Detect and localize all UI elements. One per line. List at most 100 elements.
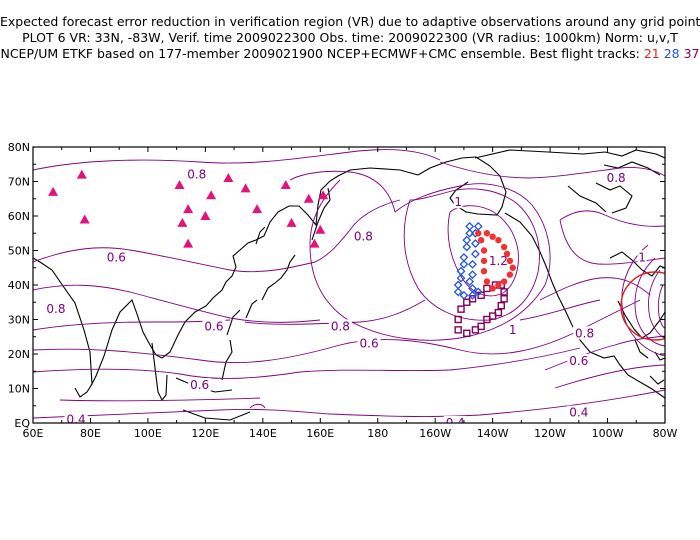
contour-label-bg [188,378,212,392]
contour-label: 0.6 [204,319,223,333]
lat-label: 70N [8,176,30,189]
track-red-marker [500,278,508,285]
lon-label: 160W [419,427,451,440]
track-blue-marker [473,287,483,297]
map-content: 0.8 0.6 0.8 0.6 0.8 0.6 0.6 0.4 0.8 1 1.2 1 0.8 1 0.8 0… [33,149,665,430]
track-purple-marker [500,295,508,303]
track-blue-marker [453,287,463,297]
lon-label: 80E [80,427,101,440]
sensitivity-triangle [174,179,185,189]
track-blue-marker [468,270,477,280]
lon-label: 120W [534,427,566,440]
sensitivity-triangle [177,217,188,227]
verification-region [620,271,665,341]
contour-label-bg [185,167,209,181]
contour-label-bg [567,353,591,367]
lon-label: 80W [653,427,678,440]
lon-label: 160E [306,427,334,440]
contour-label-bg [486,253,510,267]
contour-label-bg [44,302,68,316]
lat-label: 50N [8,245,30,258]
track-red-marker [500,243,508,251]
sensitivity-triangles [48,169,329,248]
lon-label: 100E [134,427,162,440]
contour-label-bg [604,171,628,185]
contour-label-bg [508,322,518,336]
sensitivity-triangle [76,169,87,179]
sensitivity-triangle [309,238,320,248]
track-blue-marker [473,221,483,231]
track-purple-legend: 37 [683,46,700,61]
track-red-marker [495,281,502,289]
plot-title-line-3: NCEP/UM ETKF based on 177-member 2009021… [0,46,700,62]
sensitivity-triangle [318,190,329,200]
track-purple-marker [471,326,480,334]
track-purple-marker [457,305,465,313]
lat-label: 40N [8,279,30,292]
sensitivity-triangle [183,238,194,248]
sensitivity-triangle [303,193,314,203]
sensitivity-triangle [223,173,234,183]
contour-label: 0.8 [607,171,626,185]
lon-label: 120E [191,427,219,440]
coastlines [33,149,665,421]
sensitivity-triangle [252,204,263,214]
contour-label: 1.2 [489,254,508,268]
track-red-marker [489,285,496,292]
track-blue-marker [465,228,475,238]
track-red-marker [506,271,514,278]
contour-label: 0.4 [569,406,588,420]
plot-title-line-2: PLOT 6 VR: 33N, -83W, Verif. time 200902… [22,30,678,45]
lon-label: 180 [367,427,388,440]
track-purple-marker [468,295,477,303]
track-purple-marker [500,288,508,296]
track-blue-marker [456,273,466,283]
track-purple-marker [483,315,491,324]
track-blue-marker [462,242,472,252]
track-blue-marker [470,249,480,259]
track-blue-marker [459,290,469,300]
track-red-markers [475,230,516,292]
contour-label: 1 [454,195,462,209]
contour-label-bg [637,250,647,264]
sensitivity-triangle [200,211,211,220]
track-red-marker [503,250,511,258]
contour-label-bg [567,405,591,419]
contour-label: 1 [638,250,646,264]
contour-label: 0.8 [46,302,65,316]
track-red-marker [480,247,488,254]
contour-label-bg [573,326,597,340]
contour-labels: 0.8 0.6 0.8 0.6 0.8 0.6 0.6 0.4 0.8 1 1.2 1 0.8 1 0.8 0… [44,167,647,430]
latitude-labels: 80N 70N 60N 50N 40N 30N 20N 10N EQ [8,141,31,430]
track-purple-marker [454,326,462,334]
sensitivity-triangle [280,179,291,189]
track-red-marker [475,230,482,237]
contour-label-bg [64,412,88,423]
contour-label: 1 [509,323,517,337]
sensitivity-triangle [315,224,326,234]
track-blue-marker [459,252,469,262]
track-red-marker [480,257,488,265]
track-blue-legend: 28 [663,46,680,61]
contour-label-bg [202,319,226,333]
track-blue-marker [468,290,477,300]
lon-label: 60E [23,427,44,440]
track-purple-marker [483,284,491,293]
contour-label: 0.4 [446,416,465,430]
lon-label: 140W [477,427,509,440]
lon-label: 140E [249,427,277,440]
track-red-marker [506,257,514,265]
track-red-legend: 21 [643,46,660,61]
track-blue-marker [465,221,475,231]
track-red-marker [483,278,491,285]
track-purple-marker [463,329,471,337]
track-purple-marker [497,302,505,310]
track-blue-marker [453,280,463,290]
contour-label-bg [453,195,463,209]
track-blue-marker [465,277,475,286]
track-blue-markers [453,221,483,300]
verification-circle [620,271,665,341]
track-purple-markers [454,281,508,337]
contour-label: 0.6 [107,250,126,264]
